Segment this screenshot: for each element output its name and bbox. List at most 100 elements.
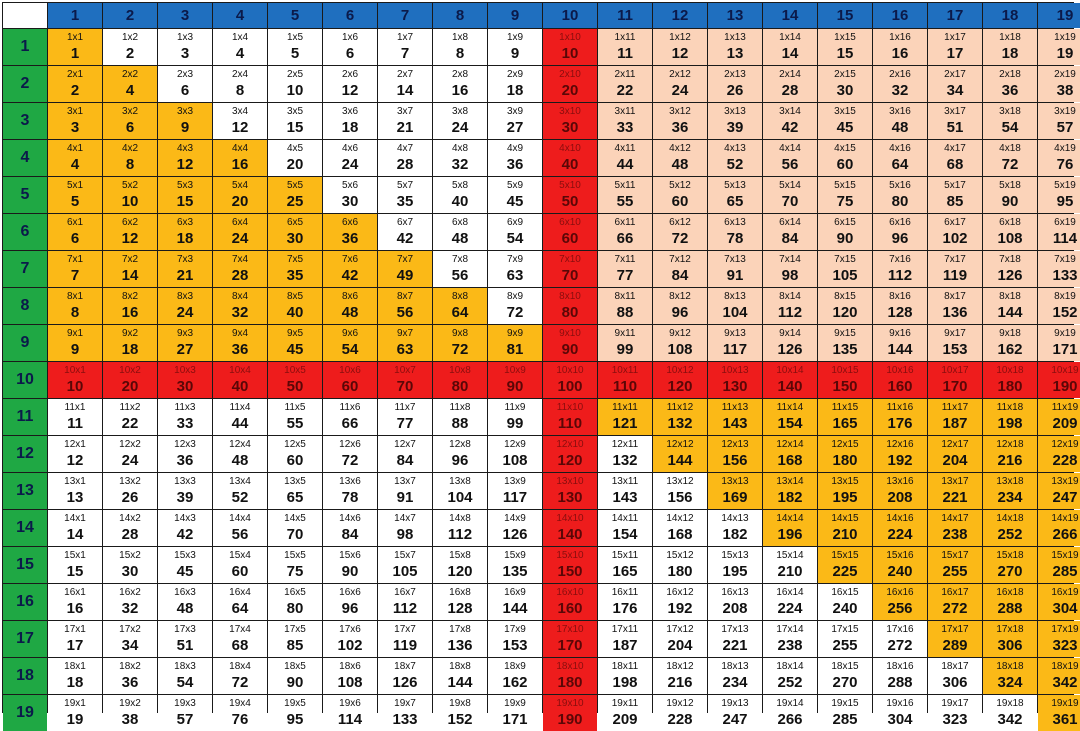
cell-expression: 7x7 [396,254,414,265]
cell-product: 162 [502,674,528,691]
table-cell-9x15: 9x15 135 [818,325,872,361]
cell-expression: 17x17 [941,624,969,635]
cell-expression: 19x13 [721,698,749,709]
cell-expression: 6x12 [669,217,691,228]
cell-expression: 18x5 [284,661,306,672]
cell-product: 63 [396,341,414,358]
cell-expression: 12x10 [556,439,584,450]
cell-product: 198 [997,415,1023,432]
cell-product: 57 [176,711,194,728]
cell-expression: 7x5 [286,254,304,265]
cell-product: 117 [722,341,748,358]
cell-expression: 17x10 [556,624,584,635]
table-cell-7x15: 7x15 105 [818,251,872,287]
table-cell-13x18: 13x18 234 [983,473,1037,509]
table-cell-12x15: 12x15 180 [818,436,872,472]
cell-expression: 12x2 [119,439,141,450]
cell-expression: 2x15 [834,69,856,80]
cell-expression: 5x1 [66,180,84,191]
cell-product: 90 [561,341,579,358]
table-cell-15x5: 15x5 75 [268,547,322,583]
cell-expression: 17x7 [394,624,416,635]
cell-product: 266 [777,711,803,728]
cell-expression: 16x4 [229,587,251,598]
row-header-1: 1 [3,29,47,65]
cell-expression: 7x3 [176,254,194,265]
table-cell-6x15: 6x15 90 [818,214,872,250]
cell-product: 40 [286,304,304,321]
cell-expression: 16x19 [1051,587,1079,598]
cell-product: 12 [671,45,689,62]
table-cell-2x17: 2x17 34 [928,66,982,102]
cell-expression: 15x1 [64,550,86,561]
table-cell-5x14: 5x14 70 [763,177,817,213]
table-cell-1x10: 1x10 10 [543,29,597,65]
cell-expression: 7x1 [66,254,84,265]
cell-product: 120 [447,563,473,580]
cell-expression: 12x5 [284,439,306,450]
cell-product: 30 [286,230,304,247]
table-cell-13x3: 13x3 39 [158,473,212,509]
table-cell-13x1: 13x1 13 [48,473,102,509]
cell-expression: 12x16 [886,439,914,450]
table-cell-6x7: 6x7 42 [378,214,432,250]
cell-product: 209 [1052,415,1078,432]
table-cell-8x10: 8x10 80 [543,288,597,324]
cell-product: 136 [942,304,968,321]
cell-product: 8 [70,304,80,321]
cell-product: 190 [557,711,583,728]
cell-product: 55 [286,415,304,432]
table-cell-9x5: 9x5 45 [268,325,322,361]
cell-expression: 10x7 [394,365,416,376]
cell-product: 20 [561,82,579,99]
cell-expression: 11x7 [394,402,416,413]
cell-product: 12 [121,230,139,247]
cell-product: 152 [447,711,473,728]
cell-product: 72 [1001,156,1019,173]
table-cell-5x4: 5x4 20 [213,177,267,213]
cell-product: 112 [777,304,803,321]
table-cell-7x17: 7x17 119 [928,251,982,287]
cell-product: 60 [561,230,579,247]
table-cell-9x13: 9x13 117 [708,325,762,361]
cell-expression: 18x6 [339,661,361,672]
cell-expression: 15x9 [504,550,526,561]
cell-product: 42 [341,267,359,284]
cell-expression: 9x13 [724,328,746,339]
table-cell-17x6: 17x6 102 [323,621,377,657]
cell-expression: 7x19 [1054,254,1076,265]
table-cell-4x4: 4x4 16 [213,140,267,176]
table-cell-9x2: 9x2 18 [103,325,157,361]
cell-product: 192 [667,600,693,617]
cell-expression: 2x16 [889,69,911,80]
table-cell-17x10: 17x10 170 [543,621,597,657]
cell-product: 70 [781,193,799,210]
table-cell-15x19: 15x19 285 [1038,547,1080,583]
table-cell-16x8: 16x8 128 [433,584,487,620]
cell-expression: 7x8 [451,254,469,265]
cell-product: 180 [557,674,583,691]
table-cell-8x19: 8x19 152 [1038,288,1080,324]
cell-expression: 1x10 [559,32,581,43]
cell-product: 57 [1056,119,1074,136]
cell-product: 156 [667,489,693,506]
cell-product: 56 [231,526,249,543]
cell-product: 128 [887,304,913,321]
table-cell-3x12: 3x12 36 [653,103,707,139]
cell-expression: 7x13 [724,254,746,265]
cell-product: 30 [341,193,359,210]
cell-product: 28 [781,82,799,99]
cell-expression: 7x15 [834,254,856,265]
table-cell-9x6: 9x6 54 [323,325,377,361]
cell-expression: 14x7 [394,513,416,524]
cell-product: 256 [887,600,913,617]
table-cell-19x12: 19x12 228 [653,695,707,731]
cell-product: 225 [832,563,858,580]
table-cell-6x14: 6x14 84 [763,214,817,250]
table-cell-10x16: 10x16 160 [873,362,927,398]
cell-expression: 14x19 [1051,513,1079,524]
cell-product: 361 [1052,711,1078,728]
cell-product: 15 [836,45,854,62]
cell-product: 11 [67,415,83,432]
cell-expression: 14x9 [504,513,526,524]
